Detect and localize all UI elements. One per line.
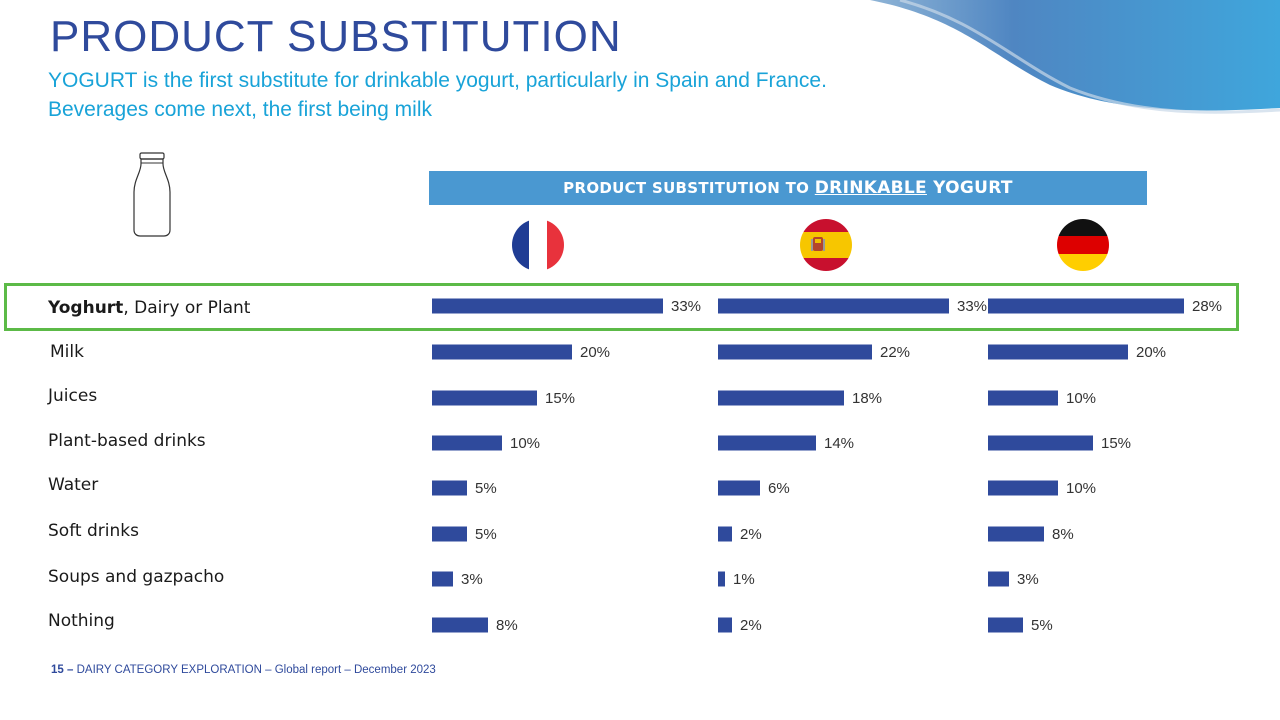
chart-header-underlined: DRINKABLE	[814, 178, 927, 198]
bar-spain-2	[718, 390, 844, 406]
category-label-yoghurt: Yoghurt, Dairy or Plant	[48, 298, 250, 318]
page-subtitle: YOGURT is the first substitute for drink…	[48, 66, 827, 124]
bar-france-1	[432, 344, 572, 360]
chart-header-prefix: PRODUCT SUBSTITUTION TO	[563, 179, 815, 197]
category-label-soft-drinks: Soft drinks	[48, 521, 139, 541]
bar-value-label: 33%	[671, 298, 701, 315]
bar-germany-2	[988, 390, 1058, 406]
germany-flag-icon	[1057, 219, 1109, 271]
bar-value-label: 2%	[740, 526, 762, 543]
bar-value-label: 1%	[733, 571, 755, 588]
bar-value-label: 18%	[852, 390, 882, 407]
category-label-water: Water	[48, 475, 99, 495]
bar-value-label: 10%	[1066, 390, 1096, 407]
bar-value-label: 22%	[880, 344, 910, 361]
bar-spain-7	[718, 617, 732, 633]
bar-france-4	[432, 480, 467, 496]
highlight-box-yoghurt	[4, 283, 1239, 331]
bar-germany-3	[988, 435, 1093, 451]
bar-france-6	[432, 571, 453, 587]
category-label-bold: Yoghurt	[48, 298, 124, 318]
bar-value-label: 20%	[580, 344, 610, 361]
category-label-milk: Milk	[50, 342, 84, 362]
bar-value-label: 3%	[1017, 571, 1039, 588]
bar-value-label: 3%	[461, 571, 483, 588]
subtitle-line-1: YOGURT is the first substitute for drink…	[48, 69, 827, 92]
bar-value-label: 10%	[510, 435, 540, 452]
chart-header-suffix: YOGURT	[926, 178, 1013, 198]
page-number: 15 –	[51, 664, 74, 676]
bar-value-label: 2%	[740, 617, 762, 634]
bar-germany-7	[988, 617, 1023, 633]
bar-spain-1	[718, 344, 872, 360]
page-title: PRODUCT SUBSTITUTION	[50, 12, 622, 61]
bar-value-label: 5%	[1031, 617, 1053, 634]
bar-france-3	[432, 435, 502, 451]
bar-germany-6	[988, 571, 1009, 587]
bar-france-2	[432, 390, 537, 406]
category-label-soups: Soups and gazpacho	[48, 567, 225, 587]
spain-flag-icon	[800, 219, 852, 271]
france-flag-icon	[512, 219, 564, 271]
footer: 15 – DAIRY CATEGORY EXPLORATION – Global…	[51, 664, 436, 676]
category-label-nothing: Nothing	[48, 611, 115, 631]
category-label-rest: , Dairy or Plant	[123, 298, 251, 318]
header-wave-decoration	[870, 0, 1280, 114]
bar-germany-1	[988, 344, 1128, 360]
bar-spain-5	[718, 526, 732, 542]
footer-text: DAIRY CATEGORY EXPLORATION – Global repo…	[76, 664, 436, 676]
bar-germany-4	[988, 480, 1058, 496]
bar-france-7	[432, 617, 488, 633]
drinkable-yogurt-bottle-icon	[133, 152, 171, 237]
bar-germany-5	[988, 526, 1044, 542]
bar-value-label: 15%	[1101, 435, 1131, 452]
bar-france-0	[432, 298, 663, 314]
subtitle-line-2: Beverages come next, the first being mil…	[48, 98, 433, 121]
bar-spain-0	[718, 298, 949, 314]
bar-value-label: 6%	[768, 480, 790, 497]
bar-value-label: 10%	[1066, 480, 1096, 497]
bar-value-label: 5%	[475, 480, 497, 497]
bar-spain-6	[718, 571, 725, 587]
bar-value-label: 5%	[475, 526, 497, 543]
bar-spain-3	[718, 435, 816, 451]
bar-value-label: 28%	[1192, 298, 1222, 315]
bar-france-5	[432, 526, 467, 542]
category-label-plant-based: Plant-based drinks	[48, 431, 206, 451]
bar-value-label: 33%	[957, 298, 987, 315]
category-label-juices: Juices	[48, 386, 98, 406]
bar-germany-0	[988, 298, 1184, 314]
chart-header-band: PRODUCT SUBSTITUTION TO DRINKABLE YOGURT	[429, 171, 1147, 205]
bar-value-label: 8%	[496, 617, 518, 634]
bar-spain-4	[718, 480, 760, 496]
bar-value-label: 20%	[1136, 344, 1166, 361]
bar-value-label: 15%	[545, 390, 575, 407]
bar-value-label: 8%	[1052, 526, 1074, 543]
bar-value-label: 14%	[824, 435, 854, 452]
